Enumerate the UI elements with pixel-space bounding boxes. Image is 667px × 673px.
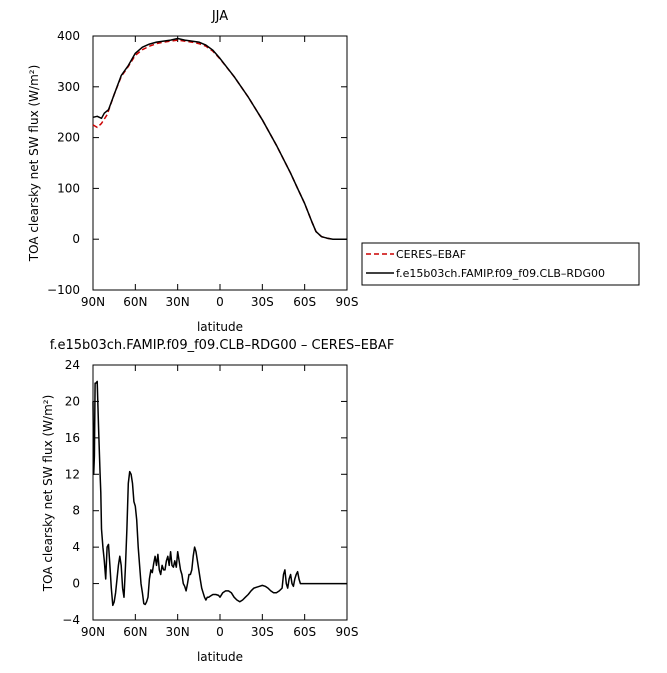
- bottom-y-tick-label: 20: [65, 394, 80, 408]
- legend-label-ceres: CERES–EBAF: [396, 248, 466, 261]
- bottom-x-tick-label: 30N: [166, 625, 190, 639]
- bottom-y-tick-label: 12: [65, 467, 80, 481]
- legend-label-model: f.e15b03ch.FAMIP.f09_f09.CLB–RDG00: [396, 267, 605, 280]
- bottom-y-tick-label: 4: [72, 540, 80, 554]
- top-y-axis-label: TOA clearsky net SW flux (W/m²): [27, 65, 41, 263]
- top-y-tick-label: 200: [57, 131, 80, 145]
- top-x-tick-label: 90N: [81, 295, 105, 309]
- top-chart-title: JJA: [211, 9, 228, 24]
- bottom-y-tick-label: 16: [65, 431, 80, 445]
- legend: CERES–EBAF f.e15b03ch.FAMIP.f09_f09.CLB–…: [361, 242, 640, 286]
- bottom-y-tick-label: 24: [65, 358, 80, 372]
- bottom-chart-title: f.e15b03ch.FAMIP.f09_f09.CLB–RDG00 – CER…: [50, 338, 395, 353]
- bottom-x-tick-label: 90N: [81, 625, 105, 639]
- bottom-panel: f.e15b03ch.FAMIP.f09_f09.CLB–RDG00 – CER…: [41, 338, 394, 664]
- bottom-y-axis-label: TOA clearsky net SW flux (W/m²): [41, 395, 55, 593]
- top-y-tick-label: 0: [72, 232, 80, 246]
- top-panel: JJA 90N 60N 30N 0 30S 60S 90S 400 300 200 100 0 −100…: [27, 9, 640, 334]
- top-plot-frame: [92, 35, 348, 291]
- bottom-x-tick-label: 30S: [251, 625, 274, 639]
- bottom-x-tick-label: 90S: [336, 625, 359, 639]
- top-x-tick-label: 0: [216, 295, 224, 309]
- top-y-tick-label: 300: [57, 80, 80, 94]
- bottom-y-tick-label: −4: [62, 613, 80, 627]
- legend-box: [361, 242, 640, 286]
- bottom-plot-frame: [92, 364, 348, 621]
- top-x-tick-label: 60S: [293, 295, 316, 309]
- top-x-tick-label: 90S: [336, 295, 359, 309]
- top-y-tick-label: −100: [47, 283, 80, 297]
- bottom-series-line-0: [92, 380, 347, 607]
- top-y-tick-label: 100: [57, 181, 80, 195]
- top-x-tick-label: 30N: [166, 295, 190, 309]
- bottom-x-axis-label: latitude: [197, 650, 243, 664]
- top-y-tick-label: 400: [57, 29, 80, 43]
- bottom-y-tick-label: 0: [72, 577, 80, 591]
- bottom-x-tick-label: 60N: [123, 625, 147, 639]
- top-series-line-0: [92, 39, 347, 240]
- bottom-x-tick-label: 60S: [293, 625, 316, 639]
- top-x-tick-label: 30S: [251, 295, 274, 309]
- top-series-line-1: [92, 37, 347, 240]
- bottom-y-tick-label: 8: [72, 504, 80, 518]
- bottom-x-tick-label: 0: [216, 625, 224, 639]
- top-x-axis-label: latitude: [197, 320, 243, 334]
- top-x-tick-label: 60N: [123, 295, 147, 309]
